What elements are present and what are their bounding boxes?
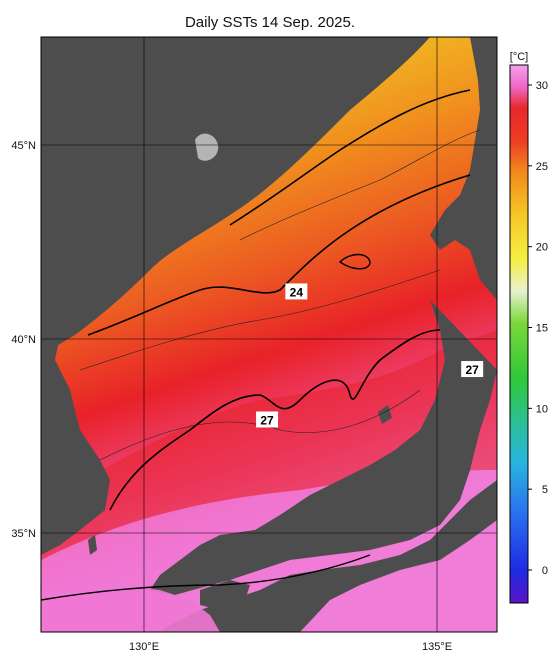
contour-label: 27: [256, 411, 279, 428]
mainland-asia: [41, 37, 430, 555]
contour-label-box: [256, 411, 279, 428]
contour-label-text: 27: [260, 413, 274, 427]
contour-27-south: [41, 554, 371, 601]
map-frame: [40, 36, 498, 633]
graticule: [41, 37, 497, 632]
contour-24-north: [87, 174, 471, 336]
lat-tick-label: 35°N: [11, 528, 36, 540]
contour-21: [229, 89, 471, 226]
map-title: Daily SSTs 14 Sep. 2025.: [184, 14, 356, 31]
colorbar-tick-label: 0: [542, 565, 548, 577]
colorbar-tick-label: 25: [536, 161, 548, 173]
thin-contour-c: [239, 129, 481, 241]
thin-contour-b: [99, 389, 421, 461]
map-area: 212424242427272727: [41, 37, 497, 632]
kyushu: [41, 585, 220, 632]
contour-label-text: 24: [290, 285, 304, 299]
contour-27: [109, 329, 441, 511]
contour-labels: 212424242427272727: [256, 283, 484, 428]
lon-tick-label: 135°E: [422, 641, 452, 653]
contour-24-loop: [338, 253, 371, 270]
lat-tick-label: 45°N: [11, 140, 36, 152]
colorbar: [°C] 30 25 20 15 10 5 0: [509, 51, 548, 604]
honshu: [150, 300, 497, 632]
lon-tick-label: 130°E: [129, 641, 159, 653]
contour-label-box: [285, 283, 308, 300]
contour-label: 27: [461, 361, 484, 378]
hokkaido: [430, 37, 497, 300]
colorbar-tick-label: 30: [536, 80, 548, 92]
contour-label-text: 27: [465, 363, 479, 377]
colorbar-tick-label: 5: [542, 484, 548, 496]
colorbar-gradient: [509, 64, 529, 604]
colorbar-tick-label: 20: [536, 242, 548, 254]
island-sado: [378, 405, 392, 424]
island-tsushima: [88, 535, 97, 555]
colorbar-tick-label: 15: [536, 323, 548, 335]
island-rishiri: [195, 133, 219, 161]
colorbar-tick-label: 10: [536, 403, 548, 415]
shikoku: [200, 580, 250, 610]
contour-label: 24: [285, 283, 308, 300]
red-water-band: [41, 330, 497, 560]
contour-label-box: [461, 361, 484, 378]
colorbar-ticks: 30 25 20 15 10 5 0: [528, 80, 548, 577]
island-oki: [290, 508, 302, 520]
thin-contour-a: [79, 269, 441, 371]
lat-tick-label: 40°N: [11, 334, 36, 346]
colorbar-unit: [°C]: [510, 51, 528, 63]
